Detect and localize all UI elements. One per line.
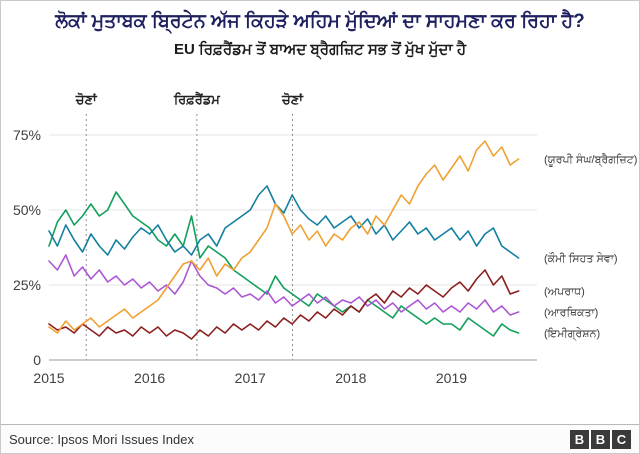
- series-line-immigration: [48, 191, 520, 337]
- page-title: ਲੋਕਾਂ ਮੁਤਾਬਕ ਬ੍ਰਿਟੇਨ ਅੱਜ ਕਿਹੜੇ ਅਹਿਮ ਮੁੱਦ…: [55, 11, 585, 32]
- event-label-2: ਚੋਣਾਂ: [281, 91, 304, 107]
- series-line-crime: [48, 269, 520, 340]
- series-line-nhs: [48, 185, 520, 259]
- source-text: Source: Ipsos Mori Issues Index: [9, 431, 194, 447]
- series-label-economy: (ਆਰਥਿਕਤਾ): [544, 306, 598, 319]
- ytick-label: 25%: [13, 277, 41, 293]
- series-label-crime: (ਅਪਰਾਧ): [544, 286, 585, 298]
- series-line-eu-brexit: [48, 140, 520, 334]
- ytick-label: 50%: [13, 202, 41, 218]
- xtick-label: 2019: [436, 370, 467, 386]
- xtick-label: 2016: [134, 370, 165, 386]
- series-label-eu-brexit: (ਯੂਰਪੀ ਸੰਘ/ਬ੍ਰੈਗਜ਼ਿਟ): [544, 153, 637, 166]
- bbc-logo: B B C: [570, 429, 631, 449]
- xtick-label: 2018: [335, 370, 366, 386]
- event-label-0: ਚੋਣਾਂ: [75, 91, 98, 107]
- footer: Source: Ipsos Mori Issues Index B B C: [1, 424, 639, 453]
- bbc-logo-block: C: [612, 429, 631, 449]
- event-label-1: ਰਿਫ਼ਰੈਂਡਮ: [173, 91, 221, 107]
- issues-line-chart: 0 25% 50% 75% 2015 2016 2017 2018 2019 ਚੋਣਾਂ ਰਿਫ਼ਰ…: [13, 91, 637, 386]
- ytick-label: 75%: [13, 127, 41, 143]
- chart-area: 0 25% 50% 75% 2015 2016 2017 2018 2019 ਚੋਣਾਂ ਰਿਫ਼ਰ…: [1, 60, 639, 424]
- series-line-economy: [48, 254, 520, 316]
- series-label-nhs: (ਕੌਮੀ ਸਿਹਤ ਸੇਵਾ): [544, 252, 618, 265]
- series-label-immigration: (ਇਮੀਗ੍ਰੇਸ਼ਨ): [544, 327, 600, 340]
- page-subtitle: EU ਰਿਫ਼ਰੈਂਡਮ ਤੋਂ ਬਾਅਦ ਬ੍ਰੈਗਜ਼ਿਟ ਸਭ ਤੋਂ ਮ…: [173, 41, 467, 58]
- bbc-logo-block: B: [591, 429, 610, 449]
- bbc-logo-block: B: [570, 429, 589, 449]
- ytick-label: 0: [33, 352, 41, 368]
- xtick-label: 2015: [33, 370, 64, 386]
- xtick-label: 2017: [235, 370, 266, 386]
